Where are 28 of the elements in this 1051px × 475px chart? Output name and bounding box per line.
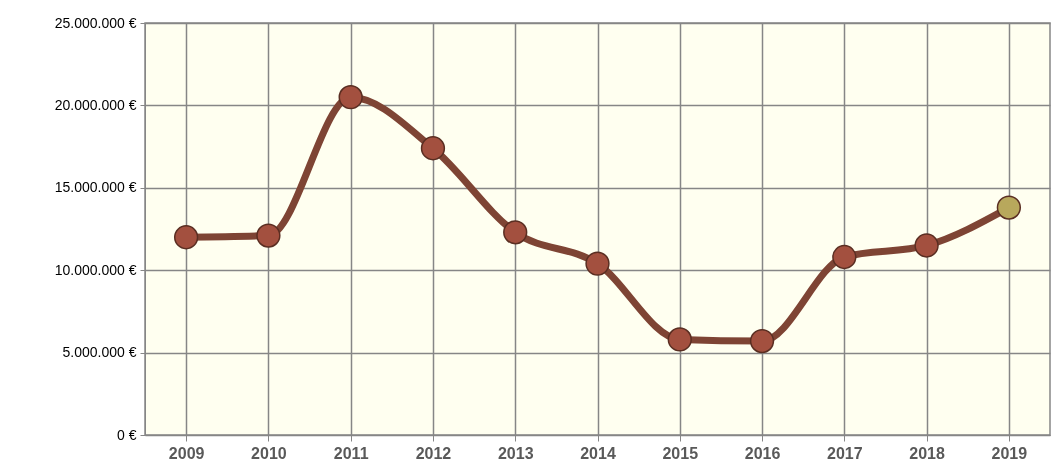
- x-tick-label: 2013: [497, 444, 534, 462]
- point: [338, 85, 363, 110]
- y-tick-label: 10.000.000 €: [54, 261, 137, 278]
- x-tick-label: 2015: [662, 444, 699, 462]
- point: [667, 327, 692, 352]
- x-tick-label: 2016: [744, 444, 781, 462]
- y-tick-label: 25.000.000 €: [54, 14, 137, 31]
- x-tick-label: 2011: [333, 444, 369, 462]
- y-tick-label: 15.000.000 €: [54, 179, 137, 196]
- x-tick-label: 2012: [415, 444, 452, 462]
- point: [420, 136, 446, 161]
- y-tick-label: 0 €: [117, 426, 137, 443]
- point: [749, 328, 775, 354]
- y-tick-label: 20.000.000 €: [54, 96, 137, 113]
- x-tick-label: 2009: [168, 444, 205, 462]
- point: [832, 244, 857, 270]
- x-tick-label: 2014: [580, 444, 616, 462]
- x-tick-label: 2017: [827, 444, 863, 462]
- point: [996, 195, 1022, 220]
- point: [256, 223, 281, 248]
- point: [585, 251, 610, 276]
- y-tick-label: 5.000.000 €: [62, 344, 137, 361]
- point: [503, 220, 528, 245]
- x-tick-label: 2010: [251, 444, 287, 462]
- x-tick-label: 2018: [909, 444, 945, 462]
- point: [914, 233, 939, 258]
- point: [173, 225, 199, 250]
- x-tick-label: 2019: [991, 444, 1028, 462]
